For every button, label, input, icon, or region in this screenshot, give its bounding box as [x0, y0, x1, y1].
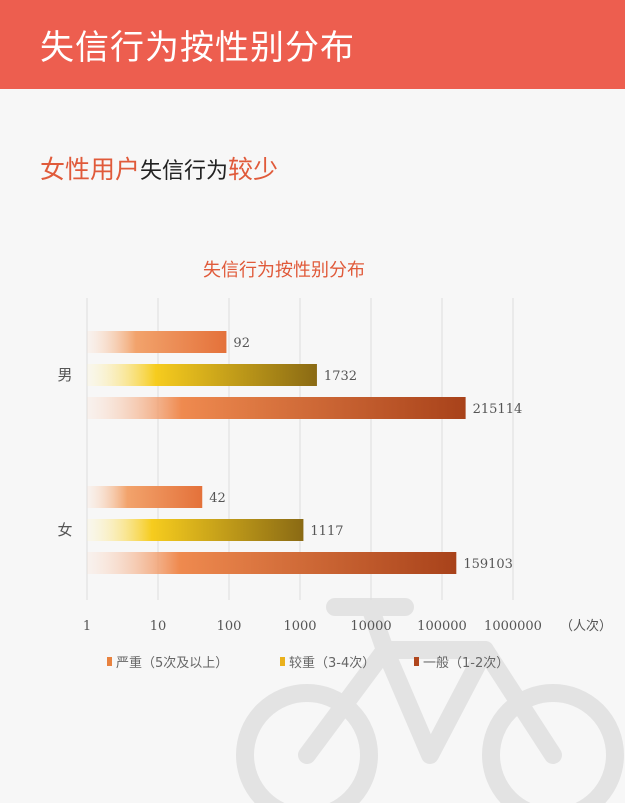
legend-swatch: [280, 657, 285, 666]
data-label: 1117: [310, 524, 343, 539]
headline: 女性用户失信行为较少: [40, 150, 278, 186]
x-tick-labels: 1 10 100 1000 10000 100000 1000000: [83, 619, 542, 634]
headline-part-1: 女性用户: [40, 155, 141, 184]
category-label: 女: [57, 521, 72, 539]
data-label: 1732: [324, 369, 357, 384]
bicycle-icon: [236, 598, 624, 803]
chart-bars: 92 1732 215114 42 1117 159103: [87, 331, 522, 574]
x-tick-label: 100: [217, 619, 242, 634]
chart-legend: 严重（5次及以上） 较重（3-4次） 一般（1-2次）: [107, 655, 509, 671]
x-tick-label: 10000: [350, 619, 391, 634]
x-tick-label: 1000: [283, 619, 316, 634]
legend-swatch: [414, 657, 419, 666]
bar: [87, 397, 466, 419]
headline-part-3: 较少: [228, 155, 279, 184]
legend-swatch: [107, 657, 112, 666]
data-label: 215114: [473, 402, 523, 417]
x-tick-label: 1000000: [484, 619, 542, 634]
data-label: 42: [209, 491, 226, 506]
bar: [87, 519, 304, 541]
category-label: 男: [57, 366, 72, 384]
data-label: 159103: [463, 557, 513, 572]
bar: [87, 364, 317, 386]
x-tick-label: 100000: [417, 619, 467, 634]
legend-label: 严重（5次及以上）: [116, 655, 228, 671]
x-tick-label: 1: [83, 619, 91, 634]
chart-grid: [86, 298, 514, 600]
header-banner: 失信行为按性别分布: [0, 0, 625, 89]
bar: [87, 486, 203, 508]
bar: [87, 331, 227, 353]
legend-label: 较重（3-4次）: [289, 655, 375, 671]
headline-part-2: 失信行为: [140, 159, 229, 184]
page-title: 失信行为按性别分布: [40, 28, 355, 68]
category-labels: 男女: [57, 366, 72, 539]
x-tick-label: 10: [150, 619, 167, 634]
chart-title: 失信行为按性别分布: [203, 260, 365, 281]
data-label: 92: [233, 336, 250, 351]
bar: [87, 552, 457, 574]
x-unit-label: （人次）: [560, 618, 612, 634]
legend-label: 一般（1-2次）: [423, 655, 509, 671]
